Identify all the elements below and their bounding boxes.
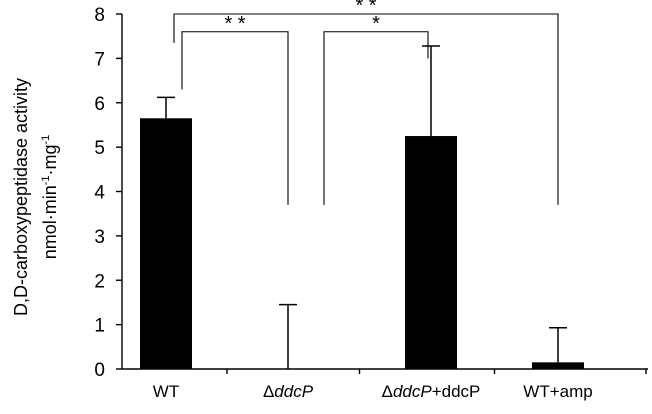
- y-tick-label: 0: [94, 360, 105, 381]
- y-tick-label: 8: [94, 5, 105, 26]
- x-category-label: WT: [153, 382, 179, 401]
- significance-brackets: * * ** *: [173, 0, 559, 205]
- y-axis-label: D,D-carboxypeptidase activity: [11, 78, 31, 316]
- error-bars: [157, 45, 567, 369]
- bars: [140, 118, 584, 369]
- y-tick-label: 6: [94, 94, 105, 115]
- category-prefix: Δ: [382, 382, 393, 401]
- significance-label: *: [372, 13, 380, 35]
- bar: [405, 136, 457, 369]
- significance-bracket: [173, 13, 559, 205]
- labels: WT ΔddcP ΔddcP+ddcP WT+ampD,D-carboxypeptid…: [11, 78, 593, 401]
- bar: [532, 362, 584, 369]
- category-gene: ddcP: [274, 382, 313, 401]
- y-axis-unit-label: nmol·min-1·mg-1: [40, 135, 60, 260]
- category-suffix: WT: [153, 382, 179, 401]
- y-tick-label: 4: [94, 183, 105, 204]
- significance-bracket: [181, 31, 289, 205]
- unit-exponent: -1: [40, 135, 52, 145]
- y-tick-label: 3: [94, 227, 105, 248]
- significance-label: * *: [224, 13, 245, 35]
- significance-label: * *: [355, 0, 376, 17]
- category-suffix: +ddcP: [432, 382, 481, 401]
- x-category-label: ΔddcP: [263, 382, 314, 401]
- significance-bracket: [323, 31, 429, 205]
- x-category-label: WT+amp: [523, 382, 592, 401]
- y-tick-label: 7: [94, 49, 105, 70]
- y-tick-label: 5: [94, 138, 105, 159]
- category-suffix: WT+amp: [523, 382, 592, 401]
- category-prefix: Δ: [263, 382, 274, 401]
- y-tick-label: 1: [94, 316, 105, 337]
- unit-exponent: -1: [40, 175, 52, 185]
- x-category-label: ΔddcP+ddcP: [382, 382, 481, 401]
- y-tick-label: 2: [94, 271, 105, 292]
- unit-part: nmol·min: [40, 185, 60, 259]
- category-gene: ddcP: [393, 382, 432, 401]
- unit-part: ·mg: [40, 144, 60, 175]
- bar: [140, 118, 192, 369]
